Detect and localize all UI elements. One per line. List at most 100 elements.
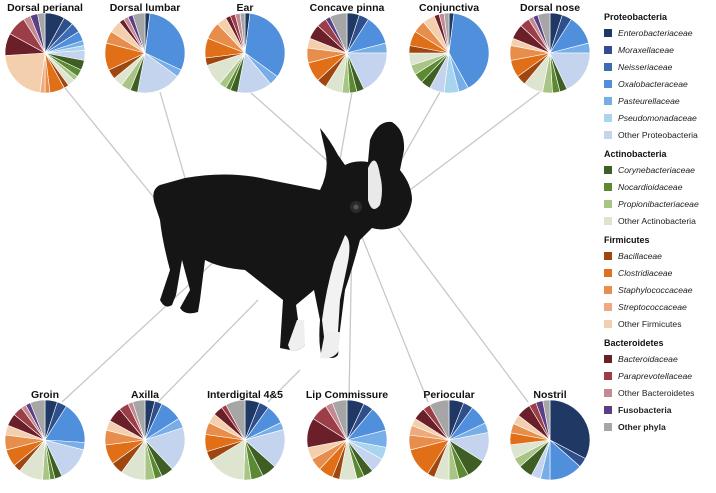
legend-label: Paraprevotellaceae <box>618 370 693 381</box>
pie-title-lip-commissure: Lip Commissure <box>305 389 389 401</box>
legend-item-oxalobacteraceae: Oxalobacteraceae <box>604 75 716 92</box>
legend: Proteobacteria Enterobacteriaceae Moraxell… <box>604 6 716 435</box>
legend-label: Staphylococcaceae <box>618 284 693 295</box>
legend-swatch <box>604 96 612 105</box>
slice-other-proteobacteria <box>549 52 591 90</box>
legend-swatch <box>604 45 612 54</box>
legend-item-moraxellaceae: Moraxellaceae <box>604 41 716 58</box>
legend-label: Neisseriaceae <box>618 61 673 72</box>
slice-other-proteobacteria <box>144 427 186 470</box>
pie-dorsal-nose <box>509 12 591 94</box>
legend-swatch <box>604 251 612 260</box>
legend-label: Bacillaceae <box>618 250 662 261</box>
legend-label: Fusobacteria <box>618 404 672 415</box>
legend-swatch <box>604 165 612 174</box>
legend-swatch <box>604 388 612 397</box>
slice-enterobacteriaceae <box>549 399 591 459</box>
legend-swatch <box>604 354 612 363</box>
slice-other-firmicutes <box>4 52 46 94</box>
pie-dorsal-perianal <box>4 12 86 94</box>
legend-header-bacteroidetes: Bacteroidetes <box>604 338 664 348</box>
pie-title-conjunctiva: Conjunctiva <box>418 2 480 14</box>
slice-other-phyla <box>132 12 146 54</box>
legend-item-clostridiaceae: Clostridiaceae <box>604 264 716 281</box>
slice-other-phyla <box>225 399 246 441</box>
slice-other-phyla <box>537 12 551 54</box>
legend-item-other-bacteroidetes: Other Bacteroidetes <box>604 384 716 401</box>
slice-oxalobacteraceae <box>448 12 490 89</box>
slice-other-phyla <box>329 12 348 54</box>
connector-line-interdigital-4-5 <box>267 369 301 403</box>
legend-swatch <box>604 79 612 88</box>
connector-line-dorsal-lumbar <box>159 91 186 179</box>
legend-swatch <box>604 62 612 71</box>
legend-item-other-firmicutes: Other Firmicutes <box>604 315 716 332</box>
legend-label: Pseudomonadaceae <box>618 112 697 123</box>
legend-swatch <box>604 28 612 37</box>
pie-title-interdigital-4-5: Interdigital 4&5 <box>207 389 283 401</box>
pie-title-periocular: Periocular <box>423 389 475 401</box>
pie-title-dorsal-lumbar: Dorsal lumbar <box>109 2 181 14</box>
legend-item-propionibacteriaceae: Propionibacteriaceae <box>604 195 716 212</box>
legend-label: Other phyla <box>618 421 666 432</box>
slice-other-phyla <box>331 399 348 441</box>
legend-label: Corynebacteriaceae <box>618 164 695 175</box>
legend-item-pseudomonadaceae: Pseudomonadaceae <box>604 109 716 126</box>
legend-swatch <box>604 199 612 208</box>
pie-concave-pinna <box>306 12 388 94</box>
legend-label: Moraxellaceae <box>618 44 674 55</box>
slice-other-proteobacteria <box>137 52 178 94</box>
legend-swatch <box>604 113 612 122</box>
legend-item-pasteurellaceae: Pasteurellaceae <box>604 92 716 109</box>
legend-swatch <box>604 405 612 414</box>
legend-swatch <box>604 422 612 431</box>
connector-line-periocular <box>359 231 429 403</box>
legend-item-other-proteobacteria: Other Proteobacteria <box>604 126 716 143</box>
legend-swatch <box>604 319 612 328</box>
slice-other-phyla <box>429 399 450 441</box>
legend-item-enterobacteriaceae: Enterobacteriaceae <box>604 24 716 41</box>
legend-label: Bacteroidaceae <box>618 353 678 364</box>
pie-title-dorsal-perianal: Dorsal perianal <box>7 2 83 14</box>
legend-label: Streptococcaceae <box>618 301 687 312</box>
slice-oxalobacteraceae <box>144 12 186 71</box>
connector-line-dorsal-perianal <box>64 87 161 206</box>
legend-item-other-phyla: Other phyla <box>604 418 716 435</box>
legend-item-staphylococcaceae: Staphylococcaceae <box>604 281 716 298</box>
legend-swatch <box>604 302 612 311</box>
slice-other-phyla <box>29 399 46 441</box>
slice-other-phyla <box>443 12 450 54</box>
legend-item-streptococcaceae: Streptococcaceae <box>604 298 716 315</box>
legend-label: Other Proteobacteria <box>618 129 698 140</box>
connector-line-axilla <box>157 299 259 403</box>
legend-swatch <box>604 130 612 139</box>
pie-title-nostril: Nostril <box>533 389 567 401</box>
slice-other-phyla <box>132 399 146 441</box>
legend-swatch <box>604 182 612 191</box>
legend-label: Propionibacteriaceae <box>618 198 699 209</box>
slice-other-proteobacteria <box>346 52 388 90</box>
legend-swatch <box>604 216 612 225</box>
legend-item-bacillaceae: Bacillaceae <box>604 247 716 264</box>
connector-line-nostril <box>397 227 529 403</box>
dog-photo <box>153 121 413 359</box>
slice-other-phyla <box>37 12 46 54</box>
pie-axilla <box>104 399 186 481</box>
legend-label: Other Actinobacteria <box>618 215 696 226</box>
pie-title-axilla: Axilla <box>130 389 159 401</box>
connector-line-ear <box>249 91 341 173</box>
slice-oxalobacteraceae <box>244 12 286 77</box>
pie-ear <box>204 12 286 94</box>
pie-conjunctiva <box>408 12 490 94</box>
pie-periocular <box>408 399 490 481</box>
legend-header-proteobacteria: Proteobacteria <box>604 12 668 22</box>
pie-dorsal-lumbar <box>104 12 186 94</box>
legend-item-other-actinobacteria: Other Actinobacteria <box>604 212 716 229</box>
legend-swatch <box>604 268 612 277</box>
legend-swatch <box>604 285 612 294</box>
pie-title-concave-pinna: Concave pinna <box>309 2 385 14</box>
connector-line-groin <box>61 244 233 403</box>
pie-title-groin: Groin <box>31 389 59 401</box>
connector-line-dorsal-nose <box>389 91 541 206</box>
